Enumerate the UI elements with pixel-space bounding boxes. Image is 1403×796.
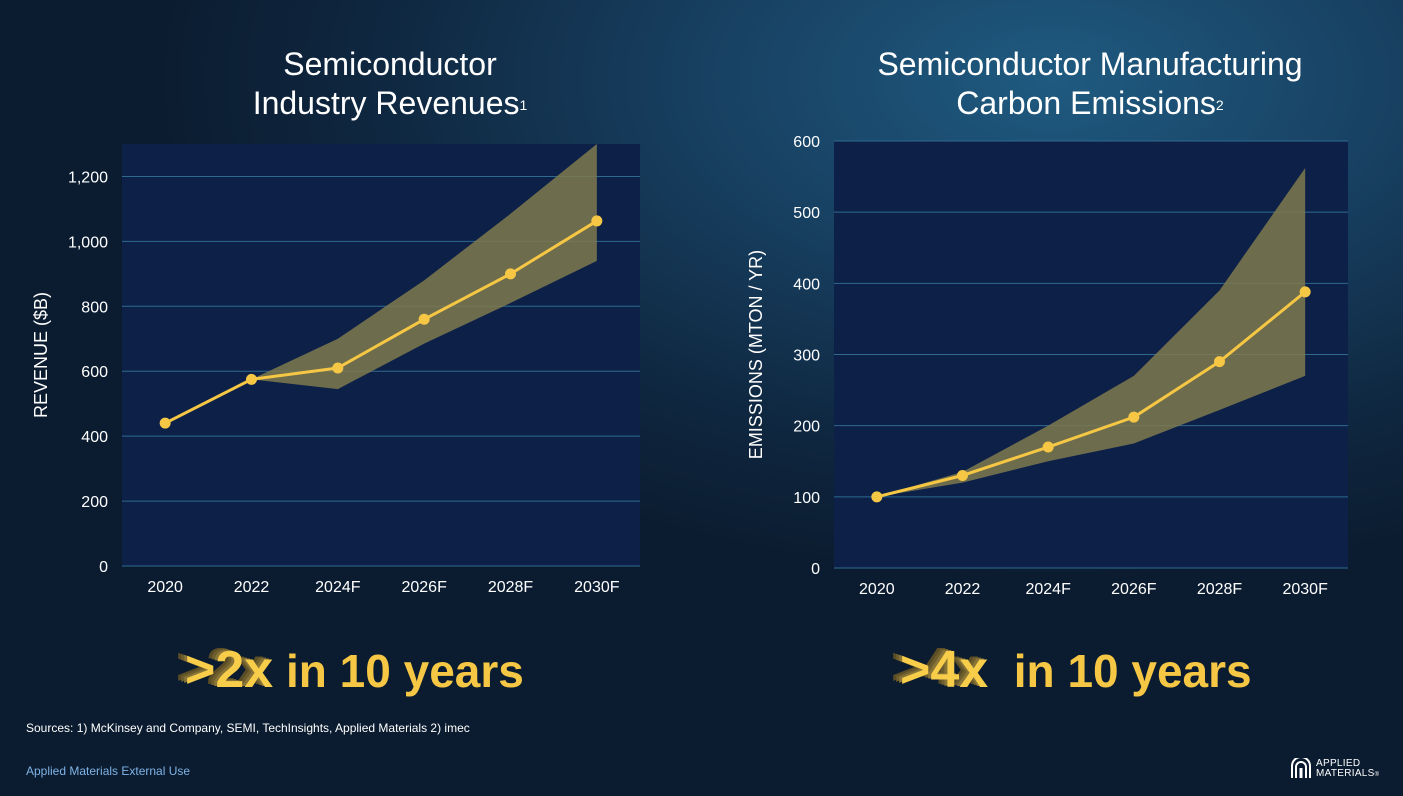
headline-revenue-text: in 10 years	[273, 645, 524, 697]
emissions-ytick-label: 600	[793, 134, 820, 151]
applied-materials-logo-icon	[1291, 758, 1311, 778]
emissions-series-line	[876, 290, 1307, 499]
emissions-data-point	[1042, 441, 1054, 453]
revenue-ytick-label: 1,000	[68, 234, 108, 251]
revenue-ytick-label: 1,200	[68, 169, 108, 186]
emissions-xtick-label: 2026F	[1111, 581, 1157, 598]
revenue-ytick-label: 200	[81, 494, 108, 511]
headline-revenue: >2x in 10 years	[185, 640, 524, 700]
emissions-ylabel: EMISSIONS (MTON / YR)	[746, 250, 766, 459]
revenue-data-point	[418, 313, 430, 325]
revenue-series-line	[164, 219, 598, 425]
chart1-title-line2-text: Industry Revenues	[252, 85, 520, 121]
logo-line1: APPLIED	[1316, 757, 1361, 769]
chart2-title: Semiconductor Manufacturing Carbon Emiss…	[830, 45, 1350, 123]
emissions-ytick-label: 300	[793, 348, 820, 365]
revenue-xtick-label: 2030F	[574, 579, 620, 596]
revenue-xtick-label: 2022	[234, 579, 270, 596]
headline-revenue-multiplier: >2x	[185, 641, 274, 699]
emissions-data-point	[1299, 286, 1311, 298]
headline-emissions-text: in 10 years	[988, 645, 1252, 697]
chart2-title-line2-text: Carbon Emissions	[956, 85, 1216, 121]
chart1-footnote: 1	[519, 97, 528, 113]
revenue-data-point	[591, 215, 603, 227]
revenue-xtick-label: 2020	[147, 579, 183, 596]
revenue-ytick-label: 600	[81, 364, 108, 381]
emissions-ytick-label: 400	[793, 276, 820, 293]
chart2-title-line2: Carbon Emissions2	[830, 84, 1350, 123]
revenue-ytick-label: 800	[81, 299, 108, 316]
emissions-xtick-label: 2028F	[1197, 581, 1243, 598]
emissions-data-point	[871, 491, 883, 503]
revenue-data-point	[159, 417, 171, 429]
emissions-ytick-label: 500	[793, 205, 820, 222]
sources-note: Sources: 1) McKinsey and Company, SEMI, …	[26, 721, 470, 735]
revenue-xtick-label: 2028F	[488, 579, 534, 596]
logo-line2: MATERIALS®	[1316, 767, 1380, 780]
revenue-range-band	[251, 144, 597, 390]
emissions-data-point	[1214, 356, 1225, 368]
revenue-data-point	[505, 268, 516, 280]
headline-emissions: >4x in 10 years	[900, 640, 1252, 700]
headline-emissions-multiplier: >4x	[900, 641, 989, 699]
chart1-title: Semiconductor Industry Revenues1	[130, 45, 650, 123]
emissions-xtick-label: 2020	[859, 581, 895, 598]
chart2-footnote: 2	[1215, 97, 1224, 113]
logo-text: APPLIED MATERIALS®	[1316, 757, 1380, 780]
revenue-xtick-label: 2024F	[315, 579, 361, 596]
chart1-title-line1: Semiconductor	[283, 46, 497, 82]
emissions-ytick-label: 200	[793, 419, 820, 436]
revenue-ytick-label: 400	[81, 429, 108, 446]
revenue-data-point	[246, 373, 257, 385]
emissions-data-point	[1128, 411, 1140, 423]
emissions-xtick-label: 2024F	[1025, 581, 1071, 598]
emissions-ytick-label: 100	[793, 490, 820, 507]
emissions-range-band	[876, 168, 1306, 497]
logo-line2-text: MATERIALS	[1316, 767, 1375, 779]
revenue-data-point	[332, 362, 344, 374]
emissions-xtick-label: 2030F	[1282, 581, 1328, 598]
emissions-data-point	[957, 469, 968, 481]
revenue-ytick-label: 0	[99, 559, 108, 576]
chart1-title-line2: Industry Revenues1	[130, 84, 650, 123]
emissions-xtick-label: 2022	[945, 581, 981, 598]
revenue-chart: 0 200 400 600 800 1,000 1,200 2020 2022 2024F 2026…	[31, 144, 640, 596]
revenue-ylabel: REVENUE ($B)	[31, 292, 51, 418]
revenue-xtick-label: 2026F	[401, 579, 447, 596]
usage-note: Applied Materials External Use	[26, 764, 191, 778]
applied-materials-logo: APPLIED MATERIALS®	[1290, 758, 1379, 780]
chart2-title-line1: Semiconductor Manufacturing	[877, 46, 1303, 82]
emissions-ytick-label: 0	[811, 561, 820, 578]
logo-registered-mark: ®	[1374, 771, 1380, 778]
emissions-chart: 0 100 200 300 400 500 600 2020 2022 2024F 2026F 202…	[746, 134, 1348, 598]
